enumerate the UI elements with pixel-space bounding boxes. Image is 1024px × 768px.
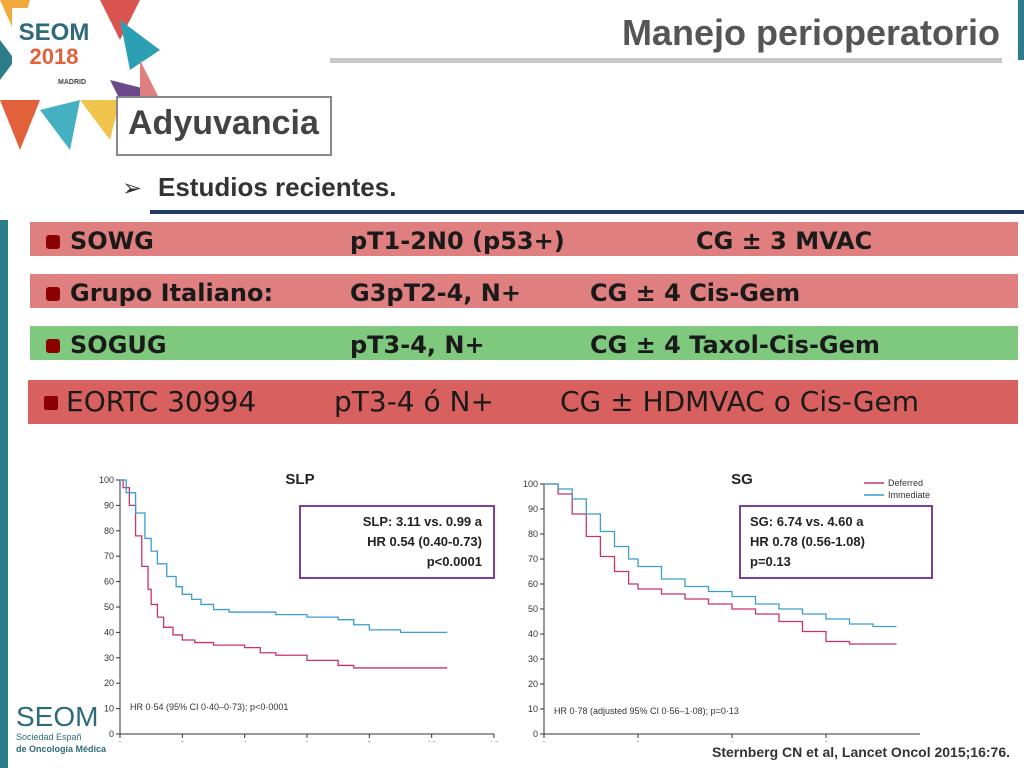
y-tick-label: 50 [104,602,114,612]
annotation-line-3: p<0.0001 [427,554,482,569]
chart-footnote: HR 0·78 (adjusted 95% CI 0·56–1·08); p=0… [554,706,739,716]
chart-slp: SLP 0 10 20 30 40 50 60 70 80 90 100 0 2 4 6 8 10 12 SLP:… [99,471,499,742]
bullet-icon [46,287,60,301]
y-tick-label: 70 [528,554,538,564]
annotation-line-1: SLP: 3.11 vs. 0.99 a [363,514,483,529]
trial-arms: CG ± 4 Cis-Gem [590,279,801,307]
legend-label-immediate: Immediate [888,490,930,500]
chart-series [544,483,897,645]
bullet-icon [46,235,60,249]
trial-row-sowg: SOWG pT1-2N0 (p53+) CG ± 3 MVAC [28,220,1020,258]
y-tick-label: 40 [528,629,538,639]
y-tick-label: 60 [104,577,114,587]
x-tick-label: 4 [729,740,734,742]
y-tick-label: 0 [109,729,114,739]
trial-row-grupo-italiano: Grupo Italiano: G3pT2-4, N+ CG ± 4 Cis-G… [28,272,1020,310]
trial-row-eortc: EORTC 30994 pT3-4 ó N+ CG ± HDMVAC o Cis… [28,380,1018,424]
seom-logo-line2: de Oncología Médica [16,744,106,754]
series-line-deferred [120,479,448,669]
trial-arms: CG ± 3 MVAC [696,227,873,255]
left-accent-stripe [0,220,8,768]
chart-series [120,479,448,669]
x-tick-label: 0 [541,740,546,742]
y-tick-label: 60 [528,579,538,589]
trial-name: SOWG [70,227,154,255]
y-tick-label: 90 [104,500,114,510]
logo-text: SEOM [19,19,90,46]
x-tick-label: 2 [635,740,640,742]
y-tick-label: 90 [528,504,538,514]
trial-row-sogug: SOGUG pT3-4, N+ CG ± 4 Taxol-Cis-Gem [28,324,1020,362]
y-tick-label: 100 [99,475,114,485]
title-underline [330,58,1002,63]
trial-population: pT1-2N0 (p53+) [350,227,565,255]
bullet-icon [44,396,58,410]
page-title: Manejo perioperatorio [621,12,1000,53]
x-tick-label: 4 [242,740,247,742]
x-tick-label: 2 [180,740,185,742]
x-tick-label: 0 [117,740,122,742]
series-line-immediate [544,483,897,628]
y-tick-label: 40 [104,627,114,637]
y-tick-label: 80 [528,529,538,539]
section-heading-box [116,96,332,156]
seom-2018-logo: SEOM 2018 MADRID [0,0,160,150]
trial-name: EORTC 30994 [66,385,257,418]
y-tick-label: 80 [104,526,114,536]
y-tick-label: 20 [104,678,114,688]
legend-label-deferred: Deferred [888,478,923,488]
x-tick-label: 6 [304,740,309,742]
y-tick-label: 20 [528,679,538,689]
x-tick-label: 12 [489,740,499,742]
y-tick-label: 10 [104,704,114,714]
y-tick-label: 10 [528,704,538,714]
annotation-line-1: SG: 6.74 vs. 4.60 a [750,514,864,529]
reference-citation: Sternberg CN et al, Lancet Oncol 2015;16… [712,744,1010,760]
seom-logo-text: SEOM [16,701,98,732]
y-tick-label: 30 [528,654,538,664]
series-line-deferred [544,483,897,645]
bullet-underline [150,210,1024,214]
chart-title: SLP [285,471,314,488]
chart-sg: SG 0 10 20 30 40 50 60 70 80 90 100 0 2 4 6 Deferred I… [523,471,933,742]
annotation-line-3: p=0.13 [750,554,791,569]
logo-year: 2018 [30,44,79,69]
annotation-line-2: HR 0.54 (0.40-0.73) [367,534,482,549]
bullet-icon [46,339,60,353]
section-heading: Adyuvancia [128,104,319,142]
logo-city: MADRID [58,79,86,86]
seom-society-logo: SEOM Sociedad Españ de Oncología Médica [16,701,106,754]
bullet-text: Estudios recientes. [158,172,397,202]
trial-arms: CG ± 4 Taxol-Cis-Gem [590,331,880,359]
chart-legend: Deferred Immediate [864,478,930,500]
trial-population: pT3-4 ó N+ [334,385,494,418]
arrow-bullet-icon: ➢ [122,175,143,202]
x-tick-label: 10 [427,740,437,742]
chart-footnote: HR 0·54 (95% CI 0·40–0·73); p<0·0001 [130,702,288,712]
x-tick-label: 8 [367,740,372,742]
y-tick-label: 100 [523,479,538,489]
trial-population: G3pT2-4, N+ [350,279,521,307]
annotation-line-2: HR 0.78 (0.56-1.08) [750,534,865,549]
y-tick-label: 70 [104,551,114,561]
annotation-box [299,505,495,579]
y-tick-label: 0 [533,729,538,739]
trial-name: Grupo Italiano: [70,279,274,307]
series-line-immediate [120,479,448,634]
chart-title: SG [731,471,753,488]
chart-axes: 0 10 20 30 40 50 60 70 80 90 100 0 2 4 6 8 10 12 [99,475,499,742]
trial-arms: CG ± HDMVAC o Cis-Gem [560,385,920,418]
seom-logo-line1: Sociedad Españ [16,732,82,742]
chart-axes: 0 10 20 30 40 50 60 70 80 90 100 0 2 4 6 [523,479,920,742]
y-tick-label: 30 [104,653,114,663]
trial-population: pT3-4, N+ [350,331,485,359]
trial-name: SOGUG [70,331,167,359]
right-accent-stripe [1018,0,1024,60]
x-tick-label: 6 [823,740,828,742]
annotation-box [739,505,933,579]
y-tick-label: 50 [528,604,538,614]
